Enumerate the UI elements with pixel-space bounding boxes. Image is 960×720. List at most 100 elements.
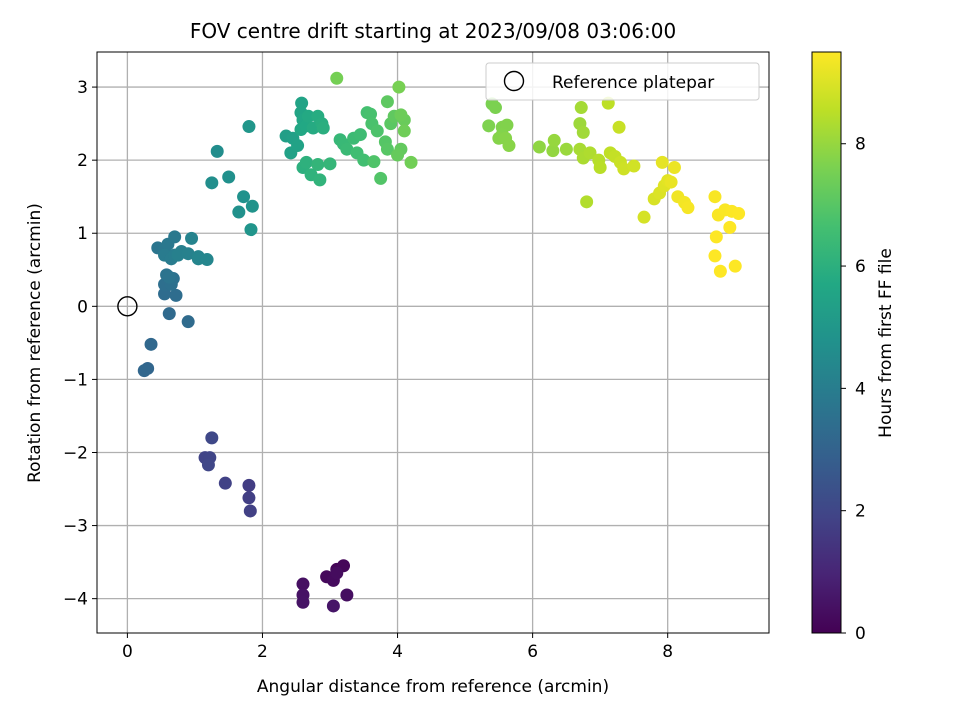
data-point xyxy=(326,599,340,613)
data-point xyxy=(364,107,378,121)
data-point xyxy=(380,95,394,109)
y-axis-label: Rotation from reference (arcmin) xyxy=(25,203,45,483)
data-point xyxy=(311,158,325,172)
colorbar-tick-label: 6 xyxy=(855,257,866,277)
data-point xyxy=(667,160,681,174)
legend-box xyxy=(485,62,760,101)
data-point xyxy=(144,337,158,351)
data-point xyxy=(299,155,313,169)
data-point xyxy=(171,248,185,262)
chart-title: FOV centre drift starting at 2023/09/08 … xyxy=(190,19,676,43)
y-tick-label: 1 xyxy=(77,224,88,244)
data-point xyxy=(392,80,406,94)
colorbar-tick-label: 8 xyxy=(855,135,866,155)
data-point xyxy=(391,148,405,162)
data-point xyxy=(237,190,251,204)
data-point xyxy=(576,125,590,139)
data-point xyxy=(732,207,746,221)
y-axis-ticks: −4 −3 −2 −1 0 1 2 3 xyxy=(63,78,97,610)
x-tick-label: 4 xyxy=(392,642,403,662)
data-point xyxy=(709,230,723,244)
data-point xyxy=(218,476,232,490)
data-point xyxy=(547,133,561,147)
y-tick-label: 3 xyxy=(77,78,88,98)
data-point xyxy=(232,205,246,219)
data-point xyxy=(374,171,388,185)
data-point xyxy=(708,190,722,204)
data-point xyxy=(168,230,182,244)
data-point xyxy=(488,101,502,115)
legend-label: Reference platepar xyxy=(552,73,714,93)
y-tick-label: −4 xyxy=(63,590,88,610)
data-point xyxy=(222,170,236,184)
data-point xyxy=(664,175,678,189)
plot-frame xyxy=(96,51,770,634)
colorbar-label: Hours from first FF file xyxy=(876,248,896,438)
data-point xyxy=(532,140,546,154)
data-point xyxy=(210,144,224,158)
data-point xyxy=(681,201,695,215)
data-point xyxy=(580,195,594,209)
data-point xyxy=(301,109,315,123)
y-tick-label: −2 xyxy=(63,443,88,463)
data-point xyxy=(296,577,310,591)
data-point xyxy=(340,142,354,156)
data-point xyxy=(394,108,408,122)
data-point xyxy=(313,173,327,187)
x-axis-label: Angular distance from reference (arcmin) xyxy=(257,677,609,697)
x-axis-ticks: 0 2 4 6 8 xyxy=(122,633,673,662)
data-point xyxy=(340,588,354,602)
data-point xyxy=(617,162,631,176)
y-tick-label: 2 xyxy=(77,151,88,171)
data-point xyxy=(162,270,176,284)
legend: Reference platepar xyxy=(485,62,760,101)
data-point xyxy=(502,139,516,153)
data-point xyxy=(205,431,219,445)
data-point xyxy=(200,253,214,267)
data-point xyxy=(574,101,588,115)
y-tick-label: −3 xyxy=(63,517,88,537)
data-point xyxy=(185,231,199,245)
data-point xyxy=(593,160,607,174)
data-point xyxy=(367,155,381,169)
data-point xyxy=(559,142,573,156)
data-point xyxy=(482,119,496,133)
data-point xyxy=(158,287,172,301)
legend-marker xyxy=(503,70,525,92)
data-point xyxy=(242,120,256,134)
data-point xyxy=(728,259,742,273)
data-point xyxy=(244,223,258,237)
x-tick-label: 8 xyxy=(662,642,673,662)
colorbar-tick-label: 2 xyxy=(855,502,866,522)
x-tick-label: 2 xyxy=(257,642,268,662)
x-tick-label: 0 xyxy=(122,642,133,662)
data-point xyxy=(353,128,367,142)
data-point xyxy=(330,566,344,580)
data-point xyxy=(370,124,384,138)
x-tick-label: 6 xyxy=(527,642,538,662)
data-point xyxy=(181,247,195,261)
data-point xyxy=(723,220,737,234)
data-point xyxy=(201,458,215,472)
data-point xyxy=(404,155,418,169)
data-point xyxy=(627,159,641,173)
data-point xyxy=(162,307,176,321)
data-point xyxy=(708,249,722,263)
data-point xyxy=(583,146,597,160)
data-point xyxy=(137,364,151,378)
reference-point xyxy=(117,296,138,317)
data-point xyxy=(380,142,394,156)
data-point xyxy=(546,144,560,158)
data-point xyxy=(205,176,219,190)
y-tick-label: −1 xyxy=(63,370,88,390)
scatter-points xyxy=(137,71,746,613)
data-point xyxy=(242,491,256,505)
data-point xyxy=(323,157,337,171)
data-point xyxy=(242,478,256,492)
data-point xyxy=(296,595,310,609)
colorbar-tick-label: 4 xyxy=(855,379,866,399)
colorbar xyxy=(811,51,842,634)
data-point xyxy=(295,96,309,110)
y-tick-label: 0 xyxy=(77,297,88,317)
